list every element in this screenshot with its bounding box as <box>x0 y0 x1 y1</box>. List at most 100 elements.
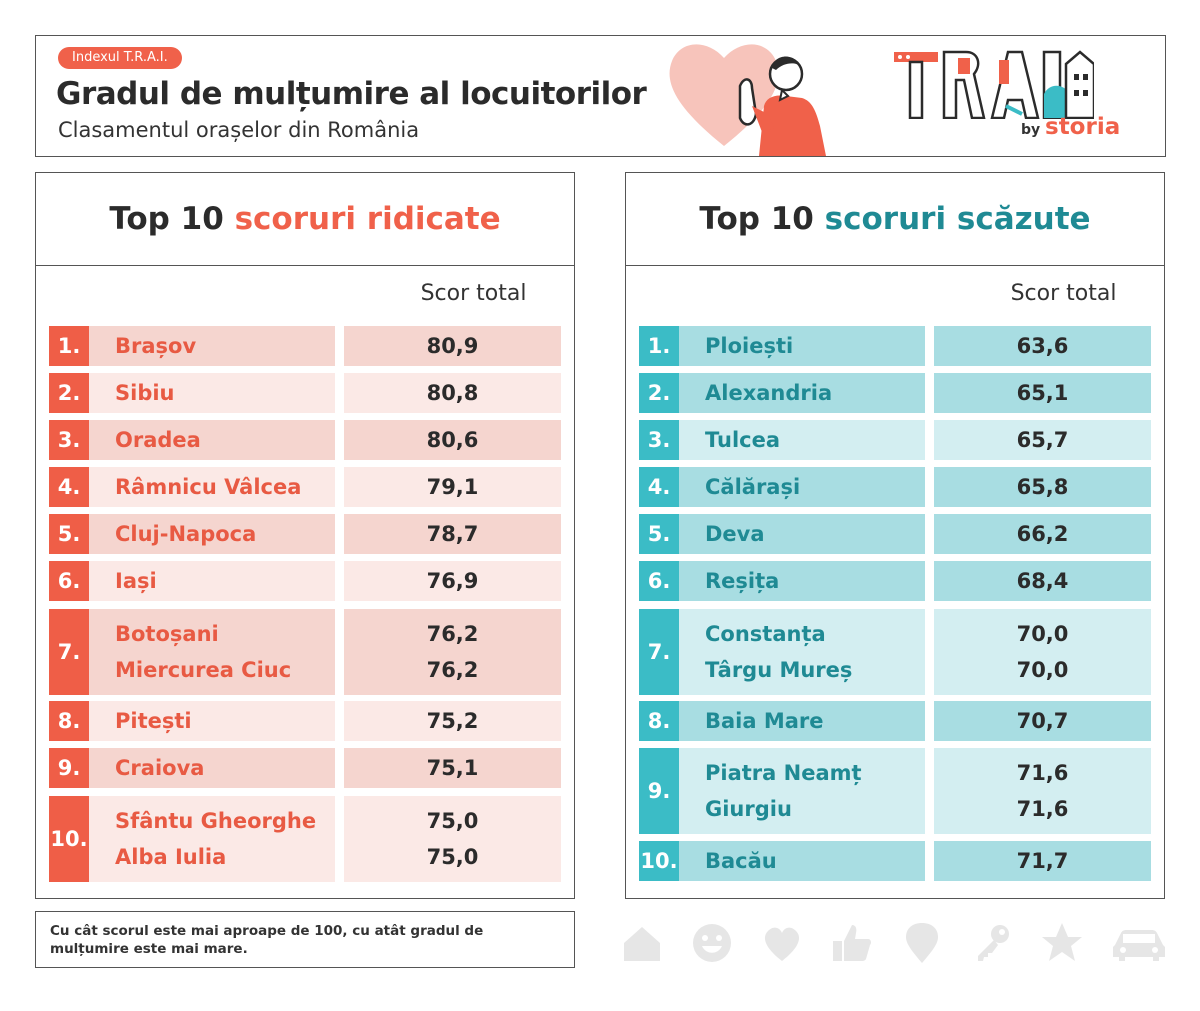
high-table-row: 7. Botoșani Miercurea Ciuc 76,2 76,2 <box>49 609 561 695</box>
high-score-value: 75,1 <box>426 756 479 780</box>
low-score-cell: 68,4 <box>934 561 1151 601</box>
high-rank: 10. <box>49 796 89 882</box>
high-title-plain: Top 10 <box>109 201 224 237</box>
low-score-value: 71,6 <box>1016 797 1069 822</box>
high-rank: 4. <box>49 467 89 507</box>
high-score-value: 76,2 <box>426 658 479 683</box>
low-city-name: Tulcea <box>705 428 781 452</box>
high-city-name: Sibiu <box>115 381 175 405</box>
high-score-cell: 80,6 <box>344 420 561 460</box>
low-city-cell: Tulcea <box>679 420 925 460</box>
high-city-name: Iași <box>115 569 157 593</box>
high-city-cell: Cluj-Napoca <box>89 514 335 554</box>
storia-brand: storia <box>1045 114 1121 140</box>
low-score-cell: 65,1 <box>934 373 1151 413</box>
location-pin-icon <box>906 923 938 963</box>
high-table-row: 10. Sfântu Gheorghe Alba Iulia 75,0 75,0 <box>49 796 561 882</box>
low-score-value: 65,7 <box>1016 428 1069 452</box>
low-score-value: 70,0 <box>1016 621 1069 646</box>
high-city-name: Brașov <box>115 334 197 358</box>
low-score-value: 66,2 <box>1016 522 1069 546</box>
low-city-name: Târgu Mureș <box>705 658 853 683</box>
high-score-value: 78,7 <box>426 522 479 546</box>
high-score-cell: 80,9 <box>344 326 561 366</box>
high-score-value: 80,8 <box>426 381 479 405</box>
heart-icon <box>764 927 800 961</box>
low-score-value: 65,1 <box>1016 381 1069 405</box>
low-score-value: 71,6 <box>1016 760 1069 785</box>
low-scores-panel: Top 10 scoruri scăzute Scor total 1. Ploi… <box>625 172 1165 899</box>
high-city-cell: Botoșani Miercurea Ciuc <box>89 609 335 695</box>
low-city-cell: Alexandria <box>679 373 925 413</box>
logo-panel: by storia <box>854 35 1166 157</box>
low-city-name: Deva <box>705 522 765 546</box>
high-city-name: Cluj-Napoca <box>115 522 257 546</box>
low-table-row: 9. Piatra Neamț Giurgiu 71,6 71,6 <box>639 748 1151 834</box>
low-score-cell: 65,7 <box>934 420 1151 460</box>
low-city-name: Călărași <box>705 475 801 499</box>
footnote: Cu cât scorul este mai aproape de 100, c… <box>35 911 575 968</box>
high-score-cell: 78,7 <box>344 514 561 554</box>
high-score-cell: 79,1 <box>344 467 561 507</box>
low-rank: 8. <box>639 701 679 741</box>
low-city-cell: Ploiești <box>679 326 925 366</box>
high-city-name: Miercurea Ciuc <box>115 658 292 683</box>
high-city-cell: Craiova <box>89 748 335 788</box>
low-city-cell: Bacău <box>679 841 925 881</box>
low-table-row: 8. Baia Mare 70,7 <box>639 701 1151 741</box>
star-icon <box>1042 923 1082 961</box>
low-table-row: 1. Ploiești 63,6 <box>639 326 1151 366</box>
high-city-cell: Sibiu <box>89 373 335 413</box>
high-rank: 1. <box>49 326 89 366</box>
heart-person-illustration <box>669 44 826 156</box>
low-city-name: Ploiești <box>705 334 794 358</box>
low-city-cell: Baia Mare <box>679 701 925 741</box>
car-icon <box>1113 930 1165 961</box>
high-table-row: 1. Brașov 80,9 <box>49 326 561 366</box>
low-table-row: 2. Alexandria 65,1 <box>639 373 1151 413</box>
high-rank: 3. <box>49 420 89 460</box>
low-city-name: Constanța <box>705 621 826 646</box>
low-city-cell: Reșița <box>679 561 925 601</box>
high-table-row: 3. Oradea 80,6 <box>49 420 561 460</box>
high-table-row: 8. Pitești 75,2 <box>49 701 561 741</box>
low-table-row: 5. Deva 66,2 <box>639 514 1151 554</box>
low-rank: 10. <box>639 841 679 881</box>
high-score-value: 75,0 <box>426 845 479 870</box>
high-table-row: 5. Cluj-Napoca 78,7 <box>49 514 561 554</box>
high-score-cell: 76,9 <box>344 561 561 601</box>
high-rank: 6. <box>49 561 89 601</box>
low-table-row: 6. Reșița 68,4 <box>639 561 1151 601</box>
low-title-accent: scoruri scăzute <box>824 201 1091 237</box>
high-city-cell: Pitești <box>89 701 335 741</box>
high-city-name: Oradea <box>115 428 201 452</box>
high-city-name: Alba Iulia <box>115 845 227 870</box>
low-scores-title: Top 10 scoruri scăzute <box>626 173 1164 266</box>
low-city-name: Piatra Neamț <box>705 760 862 785</box>
low-city-name: Reșița <box>705 569 780 593</box>
index-badge: Indexul T.R.A.I. <box>58 47 182 69</box>
low-score-cell: 63,6 <box>934 326 1151 366</box>
high-rank: 5. <box>49 514 89 554</box>
decorative-icons <box>620 918 1168 968</box>
high-city-name: Râmnicu Vâlcea <box>115 475 302 499</box>
low-city-name: Baia Mare <box>705 709 824 733</box>
low-rank: 3. <box>639 420 679 460</box>
low-score-value: 71,7 <box>1016 849 1069 873</box>
high-table-row: 9. Craiova 75,1 <box>49 748 561 788</box>
low-score-cell: 70,7 <box>934 701 1151 741</box>
low-table-row: 3. Tulcea 65,7 <box>639 420 1151 460</box>
high-score-value: 75,0 <box>426 808 479 833</box>
low-score-value: 70,0 <box>1016 658 1069 683</box>
high-scores-panel: Top 10 scoruri ridicate Scor total 1. Bra… <box>35 172 575 899</box>
low-score-column-header: Scor total <box>1010 281 1117 306</box>
high-city-cell: Brașov <box>89 326 335 366</box>
high-score-column-header: Scor total <box>420 281 527 306</box>
high-score-value: 76,2 <box>426 621 479 646</box>
low-city-cell: Constanța Târgu Mureș <box>679 609 925 695</box>
thumbs-up-icon <box>833 925 872 961</box>
home-icon <box>624 927 660 961</box>
low-title-plain: Top 10 <box>699 201 814 237</box>
high-city-name: Pitești <box>115 709 192 733</box>
low-rank: 6. <box>639 561 679 601</box>
